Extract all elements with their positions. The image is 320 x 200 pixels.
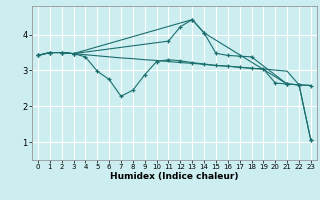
X-axis label: Humidex (Indice chaleur): Humidex (Indice chaleur) [110,172,239,181]
